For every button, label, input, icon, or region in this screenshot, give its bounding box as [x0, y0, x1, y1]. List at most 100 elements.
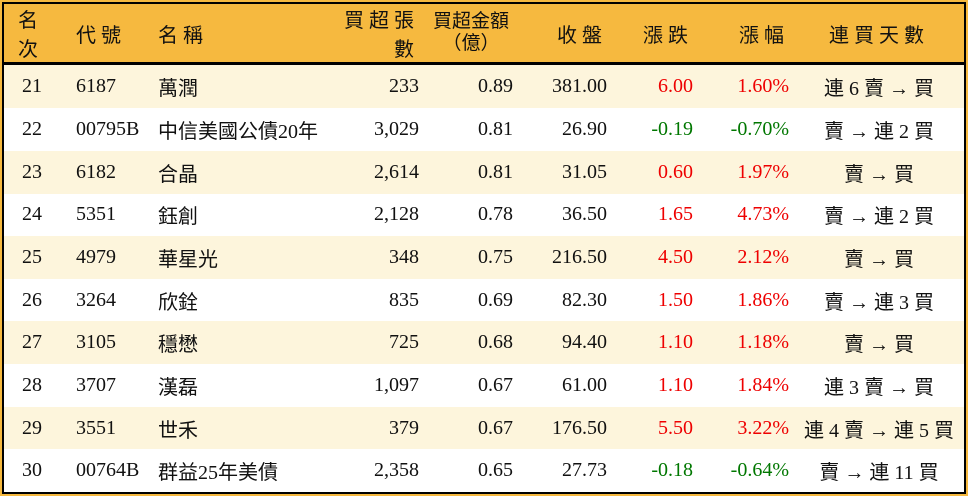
- cell-buy-volume: 233: [389, 75, 419, 98]
- cell-streak: 連 3 賣 → 買: [824, 376, 934, 399]
- cell-name: 合晶: [158, 163, 198, 186]
- cell-name: 華星光: [158, 249, 218, 272]
- cell-change: 0.60: [658, 160, 693, 183]
- cell-rank: 24: [22, 203, 42, 226]
- cell-code: 00764B: [76, 459, 140, 482]
- cell-buy-amount: 0.89: [478, 75, 513, 98]
- header-change-pct: 漲幅: [698, 4, 794, 65]
- cell-buy-amount: 0.81: [478, 118, 513, 141]
- cell-rank: 22: [22, 118, 42, 141]
- cell-streak: 賣 → 連 2 買: [824, 121, 934, 144]
- cell-code: 5351: [76, 203, 116, 226]
- cell-change-pct: 3.22%: [737, 416, 789, 439]
- table-row: 28 3707 漢磊 1,097 0.67 61.00 1.10 1.84% 連 3 賣 → 買: [4, 364, 964, 407]
- cell-change: 1.10: [658, 373, 693, 396]
- table-row: 23 6182 合晶 2,614 0.81 31.05 0.60 1.97% 賣 → 買: [4, 150, 964, 194]
- table-row: 25 4979 華星光 348 0.75 216.50 4.50 2.12% 賣 → 買: [4, 236, 964, 279]
- cell-change-pct: 1.60%: [737, 75, 789, 98]
- cell-change-pct: 1.18%: [737, 331, 789, 354]
- cell-rank: 27: [22, 331, 42, 354]
- cell-buy-volume: 3,029: [374, 118, 419, 141]
- cell-streak: 賣 → 連 3 買: [824, 291, 934, 314]
- cell-change: 6.00: [658, 75, 693, 98]
- cell-code: 3551: [76, 416, 116, 439]
- cell-change-pct: 1.97%: [737, 160, 789, 183]
- cell-streak: 賣 → 連 2 買: [824, 206, 934, 229]
- header-change: 漲跌: [612, 4, 698, 65]
- cell-code: 4979: [76, 246, 116, 269]
- cell-buy-amount: 0.67: [478, 416, 513, 439]
- cell-change-pct: -0.70%: [730, 118, 789, 141]
- table-row: 24 5351 鈺創 2,128 0.78 36.50 1.65 4.73% 賣 → 連 2 買: [4, 193, 964, 237]
- cell-buy-volume: 725: [389, 331, 419, 354]
- cell-code: 00795B: [76, 118, 140, 141]
- cell-change: -0.19: [651, 118, 693, 141]
- cell-name: 世禾: [158, 419, 198, 442]
- cell-change: -0.18: [651, 459, 693, 482]
- cell-buy-volume: 2,358: [374, 459, 419, 482]
- cell-buy-volume: 835: [389, 288, 419, 311]
- cell-buy-amount: 0.81: [478, 160, 513, 183]
- cell-close: 216.50: [552, 246, 607, 269]
- cell-change: 1.10: [658, 331, 693, 354]
- cell-buy-amount: 0.69: [478, 288, 513, 311]
- cell-close: 82.30: [562, 288, 607, 311]
- cell-code: 6182: [76, 160, 116, 183]
- cell-buy-volume: 379: [389, 416, 419, 439]
- cell-streak: 賣 → 連 11 買: [819, 462, 939, 485]
- cell-rank: 23: [22, 160, 42, 183]
- cell-streak: 賣 → 買: [844, 334, 914, 357]
- header-name: 名稱: [146, 4, 332, 65]
- cell-name: 漢磊: [158, 376, 198, 399]
- cell-buy-amount: 0.68: [478, 331, 513, 354]
- cell-change-pct: -0.64%: [730, 459, 789, 482]
- header-buy-amount: 買超金額 （億）: [424, 4, 518, 65]
- cell-rank: 28: [22, 373, 42, 396]
- cell-name: 群益25年美債: [158, 462, 278, 485]
- cell-close: 36.50: [562, 203, 607, 226]
- cell-buy-amount: 0.78: [478, 203, 513, 226]
- cell-buy-volume: 1,097: [374, 373, 419, 396]
- cell-buy-volume: 348: [389, 246, 419, 269]
- header-code: 代號: [62, 4, 146, 65]
- cell-change-pct: 1.86%: [737, 288, 789, 311]
- header-streak: 連買天數: [794, 4, 964, 65]
- cell-change: 1.50: [658, 288, 693, 311]
- cell-change: 1.65: [658, 203, 693, 226]
- cell-streak: 賣 → 買: [844, 163, 914, 186]
- cell-rank: 26: [22, 288, 42, 311]
- cell-buy-amount: 0.67: [478, 373, 513, 396]
- cell-rank: 25: [22, 246, 42, 269]
- cell-code: 3105: [76, 331, 116, 354]
- table-row: 27 3105 穩懋 725 0.68 94.40 1.10 1.18% 賣 → 買: [4, 321, 964, 365]
- cell-change: 4.50: [658, 246, 693, 269]
- cell-buy-volume: 2,614: [374, 160, 419, 183]
- cell-change-pct: 1.84%: [737, 373, 789, 396]
- cell-rank: 30: [22, 459, 42, 482]
- table-row: 21 6187 萬潤 233 0.89 381.00 6.00 1.60% 連 6 賣 → 買: [4, 63, 964, 109]
- cell-streak: 連 6 賣 → 買: [824, 78, 934, 101]
- cell-streak: 賣 → 買: [844, 249, 914, 272]
- table-row: 30 00764B 群益25年美債 2,358 0.65 27.73 -0.18 -0.64%…: [4, 449, 964, 492]
- cell-name: 中信美國公債20年: [158, 121, 318, 144]
- cell-streak: 連 4 賣 → 連 5 買: [804, 419, 954, 442]
- cell-close: 61.00: [562, 373, 607, 396]
- header-buy-volume: 買超張數: [332, 4, 424, 65]
- table-row: 26 3264 欣銓 835 0.69 82.30 1.50 1.86% 賣 → 連 3 買: [4, 278, 964, 322]
- cell-close: 31.05: [562, 160, 607, 183]
- table-row: 29 3551 世禾 379 0.67 176.50 5.50 3.22% 連 4 賣 → 連 …: [4, 406, 964, 450]
- header-buy-amount-line1: 買超金額: [432, 11, 509, 33]
- cell-change-pct: 4.73%: [737, 203, 789, 226]
- cell-code: 3707: [76, 373, 116, 396]
- header-rank: 名次: [4, 4, 62, 65]
- header-row: 名次 代號 名稱 買超張數 買超金額 （億） 收盤 漲跌 漲幅 連買天數: [4, 4, 964, 65]
- cell-name: 穩懋: [158, 334, 198, 357]
- cell-close: 27.73: [562, 459, 607, 482]
- table-header: 名次 代號 名稱 買超張數 買超金額 （億） 收盤 漲跌 漲幅 連買天數: [4, 4, 964, 65]
- cell-name: 鈺創: [158, 206, 198, 229]
- cell-close: 176.50: [552, 416, 607, 439]
- header-close: 收盤: [518, 4, 612, 65]
- cell-code: 6187: [76, 75, 116, 98]
